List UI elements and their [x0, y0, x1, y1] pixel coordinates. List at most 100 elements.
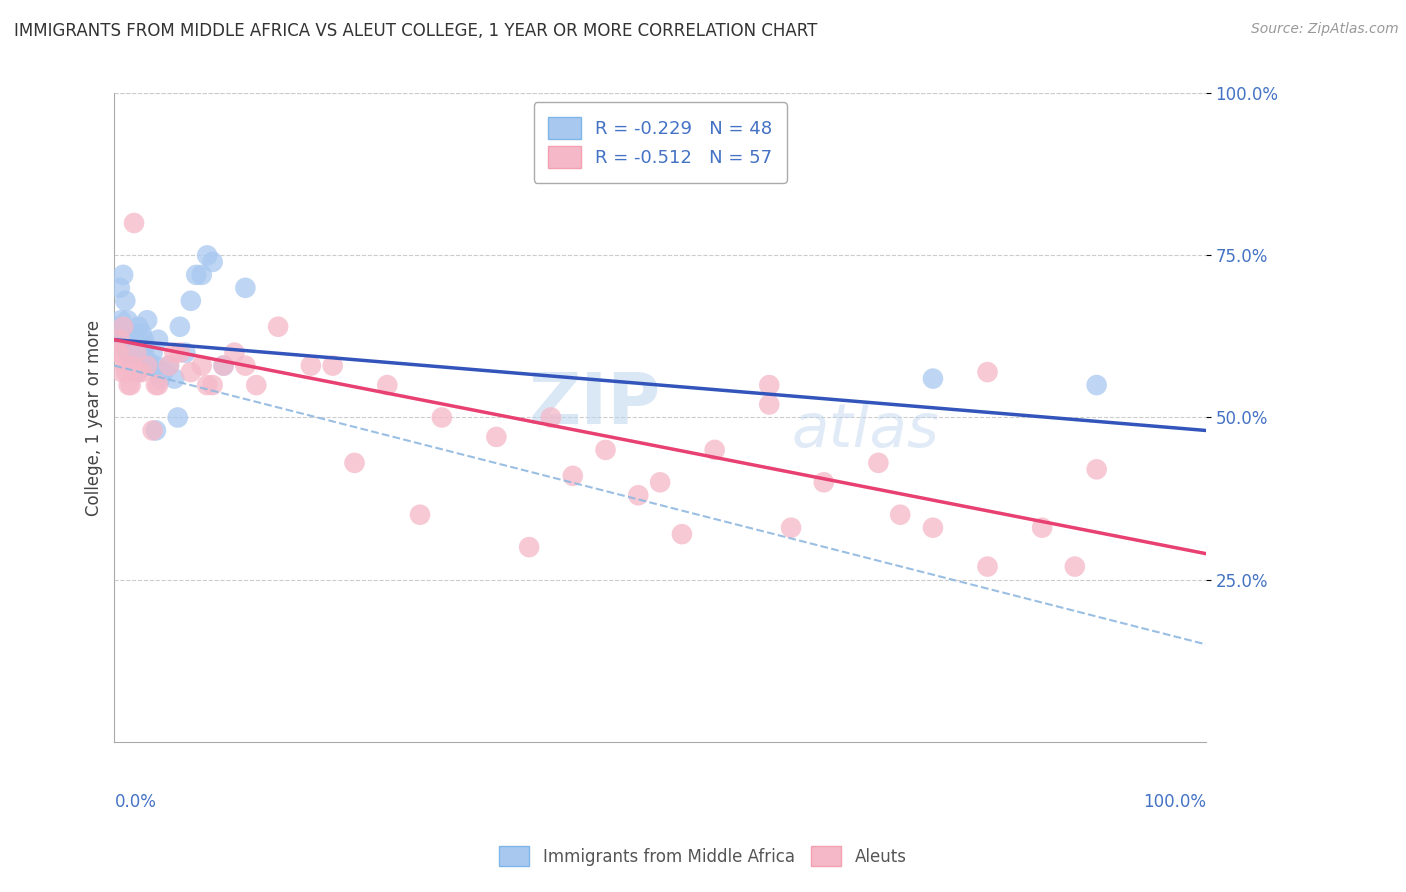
Point: [135, 352, 157, 367]
Point: [142, 424, 165, 438]
Point: [976, 365, 998, 379]
Text: ZIP: ZIP: [529, 370, 661, 439]
Point: [813, 475, 835, 490]
Point: [138, 359, 160, 373]
Point: [1085, 462, 1108, 476]
Point: [235, 359, 257, 373]
Point: [112, 319, 135, 334]
Point: [201, 378, 224, 392]
Point: [114, 293, 136, 308]
Point: [127, 365, 149, 379]
Point: [125, 345, 148, 359]
Text: 100.0%: 100.0%: [1143, 794, 1206, 812]
Point: [125, 345, 148, 359]
Point: [136, 359, 159, 373]
Point: [146, 378, 169, 392]
Point: [129, 345, 152, 359]
Point: [375, 378, 398, 392]
Point: [118, 345, 141, 359]
Point: [180, 293, 202, 308]
Point: [1063, 559, 1085, 574]
Point: [224, 345, 246, 359]
Point: [163, 371, 186, 385]
Point: [322, 359, 344, 373]
Point: [108, 281, 131, 295]
Point: [180, 365, 202, 379]
Point: [517, 540, 540, 554]
Point: [235, 281, 257, 295]
Point: [105, 319, 128, 334]
Point: [131, 326, 153, 341]
Point: [117, 345, 139, 359]
Point: [107, 333, 129, 347]
Point: [146, 333, 169, 347]
Point: [922, 521, 945, 535]
Point: [430, 410, 453, 425]
Point: [114, 359, 136, 373]
Legend: R = -0.229   N = 48, R = -0.512   N = 57: R = -0.229 N = 48, R = -0.512 N = 57: [534, 103, 786, 183]
Point: [157, 359, 180, 373]
Point: [121, 359, 143, 373]
Point: [121, 326, 143, 341]
Point: [169, 345, 191, 359]
Point: [112, 339, 135, 353]
Point: [595, 442, 617, 457]
Y-axis label: College, 1 year or more: College, 1 year or more: [86, 319, 103, 516]
Point: [190, 268, 212, 282]
Text: IMMIGRANTS FROM MIDDLE AFRICA VS ALEUT COLLEGE, 1 YEAR OR MORE CORRELATION CHART: IMMIGRANTS FROM MIDDLE AFRICA VS ALEUT C…: [14, 22, 817, 40]
Point: [212, 359, 235, 373]
Point: [145, 378, 167, 392]
Point: [157, 359, 180, 373]
Point: [108, 333, 131, 347]
Point: [648, 475, 671, 490]
Point: [485, 430, 508, 444]
Point: [195, 248, 218, 262]
Text: atlas: atlas: [792, 401, 939, 460]
Point: [868, 456, 890, 470]
Point: [1085, 378, 1108, 392]
Point: [115, 333, 138, 347]
Point: [111, 365, 134, 379]
Point: [107, 333, 129, 347]
Point: [117, 313, 139, 327]
Point: [115, 365, 138, 379]
Point: [976, 559, 998, 574]
Point: [111, 326, 134, 341]
Point: [132, 359, 155, 373]
Legend: Immigrants from Middle Africa, Aleuts: Immigrants from Middle Africa, Aleuts: [491, 838, 915, 875]
Point: [169, 319, 191, 334]
Point: [110, 313, 132, 327]
Point: [703, 442, 725, 457]
Point: [889, 508, 911, 522]
Point: [127, 319, 149, 334]
Point: [122, 333, 145, 347]
Point: [163, 345, 186, 359]
Point: [127, 365, 149, 379]
Point: [174, 345, 197, 359]
Point: [922, 371, 945, 385]
Point: [409, 508, 432, 522]
Point: [145, 424, 167, 438]
Point: [122, 216, 145, 230]
Point: [117, 378, 139, 392]
Point: [136, 313, 159, 327]
Point: [166, 410, 188, 425]
Point: [152, 365, 174, 379]
Text: 0.0%: 0.0%: [114, 794, 156, 812]
Point: [343, 456, 366, 470]
Point: [780, 521, 803, 535]
Point: [124, 345, 146, 359]
Point: [1031, 521, 1053, 535]
Point: [120, 378, 142, 392]
Point: [299, 359, 322, 373]
Point: [201, 255, 224, 269]
Point: [195, 378, 218, 392]
Point: [132, 333, 155, 347]
Point: [212, 359, 235, 373]
Point: [134, 339, 156, 353]
Point: [143, 359, 166, 373]
Point: [186, 268, 208, 282]
Point: [131, 365, 153, 379]
Point: [149, 371, 172, 385]
Point: [540, 410, 562, 425]
